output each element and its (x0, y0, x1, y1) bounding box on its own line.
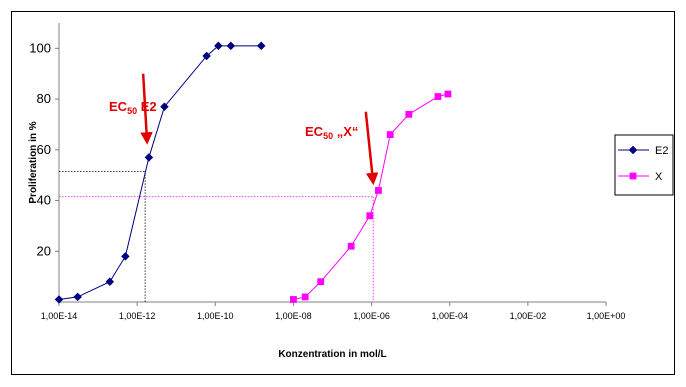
data-point-e2 (73, 292, 82, 302)
data-point-x (434, 93, 442, 100)
x-tick-label: 1,00E-14 (41, 311, 78, 321)
data-point-x (301, 293, 309, 301)
data-point-e2 (144, 153, 154, 162)
annotation-arrow (364, 111, 379, 186)
data-point-e2 (54, 295, 64, 304)
legend-label: E2 (655, 145, 668, 157)
x-tick-label: 1,00E-04 (431, 311, 468, 321)
legend-marker (629, 172, 637, 180)
x-axis-title: Konzentration in mol/L (278, 349, 386, 360)
annotation-arrow (140, 73, 153, 145)
data-point-x (366, 212, 374, 220)
y-tick-label: 80 (37, 91, 51, 106)
x-tick-label: 1,00E-12 (119, 311, 156, 321)
chart-frame (11, 11, 675, 375)
legend-box (614, 134, 674, 196)
x-tick-label: 1,00E-06 (353, 311, 390, 321)
x-tick-label: 1,00E-08 (275, 311, 312, 321)
data-point-x (290, 296, 297, 303)
series-line-x (293, 93, 449, 300)
data-point-e2 (214, 41, 223, 51)
data-point-x (444, 90, 452, 98)
series-line-e2 (58, 45, 262, 300)
legend-label: X (655, 171, 663, 183)
data-point-x (375, 187, 382, 194)
x-tick-label: 1,00E-10 (197, 311, 234, 321)
y-axis-title: Proliferation in % (28, 121, 39, 203)
y-tick-label: 20 (37, 243, 51, 258)
annotation-ec50-e2: EC50 E2 (109, 99, 157, 116)
data-point-e2 (226, 41, 236, 51)
data-point-e2 (160, 102, 169, 112)
legend-marker (628, 145, 638, 155)
y-tick-label: 60 (37, 142, 51, 157)
data-point-x (347, 242, 355, 250)
data-point-x (386, 131, 394, 138)
data-point-x (317, 278, 325, 286)
data-point-e2 (256, 41, 266, 51)
y-tick-label: 100 (29, 40, 51, 55)
data-point-x (405, 110, 413, 118)
data-point-e2 (202, 51, 211, 61)
data-point-e2 (105, 277, 115, 287)
annotation-ec50-x: EC50 „X“ (305, 124, 358, 141)
x-tick-label: 1,00E+00 (587, 311, 626, 321)
y-tick-label: 40 (37, 193, 51, 208)
x-tick-label: 1,00E-02 (510, 311, 547, 321)
data-point-e2 (121, 251, 130, 261)
